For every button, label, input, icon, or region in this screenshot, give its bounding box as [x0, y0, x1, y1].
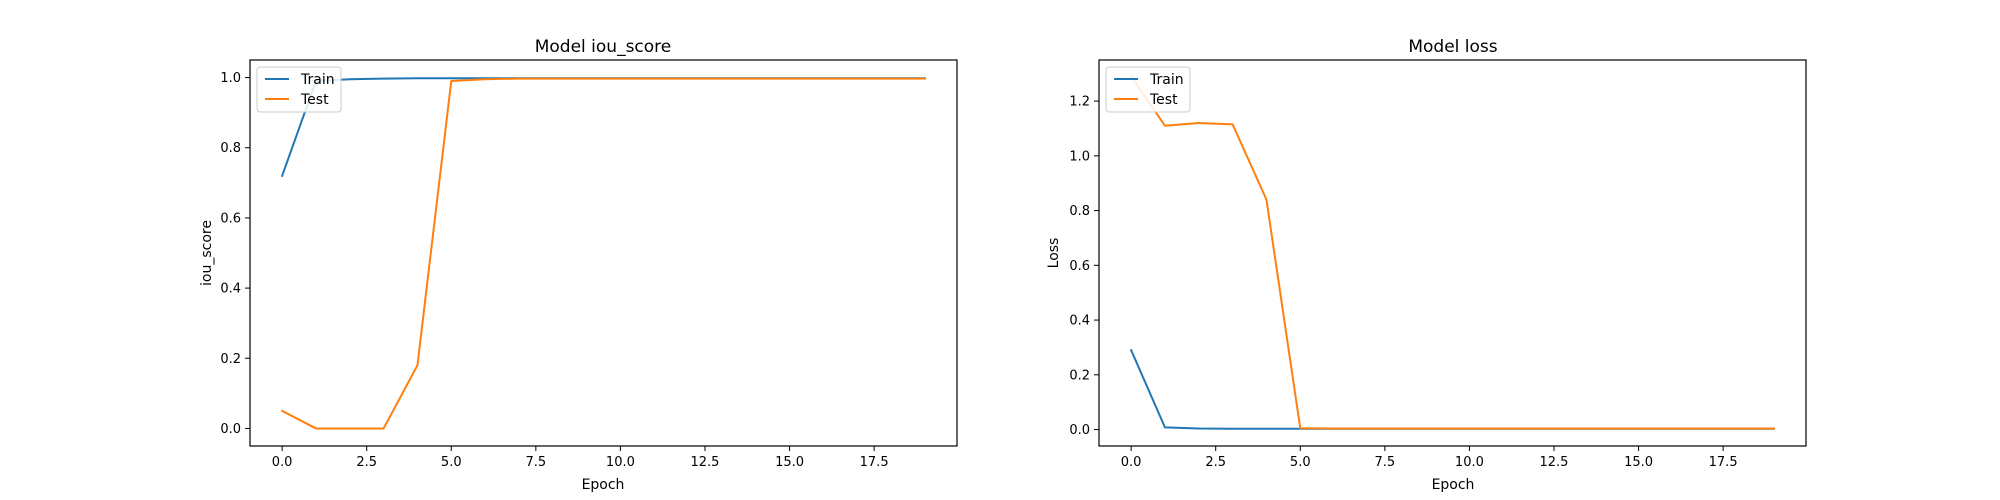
series-lines	[280, 77, 926, 430]
iou-score-chart: Model iou_score Epoch iou_score 0.0 2.5 5.…	[199, 37, 958, 493]
legend-label-train: Train	[300, 72, 335, 88]
series-line-test	[1129, 75, 1775, 430]
x-tick-label: 10.0	[606, 455, 635, 470]
x-tick-label: 15.0	[775, 455, 804, 470]
x-tick-label: 12.5	[1540, 455, 1569, 470]
legend: Train Test	[256, 66, 342, 113]
y-axis-label: Loss	[1046, 238, 1062, 269]
loss-chart: Model loss Epoch Loss 0.0 2.5 5.0 7.5 10.0 12…	[1046, 37, 1807, 493]
ticks: 0.0 2.5 5.0 7.5 10.0 12.5 15.0 17.5 0.0 0.2 0.4 0.6…	[1069, 95, 1737, 470]
y-tick-label: 1.2	[1069, 95, 1090, 110]
series-lines	[1129, 75, 1775, 430]
legend-label-test: Test	[1149, 92, 1178, 108]
legend: Train Test	[1105, 66, 1191, 113]
y-tick-label: 0.2	[1069, 368, 1090, 383]
y-tick-label: 0.2	[220, 352, 241, 367]
y-axis-label: iou_score	[199, 220, 215, 286]
x-axis-label: Epoch	[1432, 477, 1475, 493]
legend-label-test: Test	[300, 92, 329, 108]
x-tick-label: 0.0	[1121, 455, 1142, 470]
y-tick-label: 0.6	[1069, 259, 1090, 274]
x-tick-label: 5.0	[1290, 455, 1311, 470]
plot-frame	[249, 59, 958, 447]
x-tick-label: 10.0	[1455, 455, 1484, 470]
x-tick-label: 5.0	[441, 455, 462, 470]
y-tick-label: 1.0	[220, 71, 241, 86]
x-tick-label: 7.5	[1375, 455, 1396, 470]
y-tick-label: 0.6	[220, 211, 241, 226]
chart-title: Model loss	[1408, 37, 1497, 57]
y-tick-label: 0.4	[220, 282, 241, 297]
plot-frame	[1098, 59, 1807, 447]
y-tick-label: 1.0	[1069, 149, 1090, 164]
y-tick-label: 0.0	[220, 422, 241, 437]
x-axis-label: Epoch	[582, 477, 625, 493]
legend-label-train: Train	[1149, 72, 1184, 88]
x-tick-label: 2.5	[356, 455, 377, 470]
y-tick-label: 0.8	[220, 141, 241, 156]
x-tick-label: 0.0	[272, 455, 293, 470]
x-tick-label: 7.5	[526, 455, 547, 470]
x-tick-label: 12.5	[691, 455, 720, 470]
y-tick-label: 0.8	[1069, 204, 1090, 219]
x-tick-label: 17.5	[1709, 455, 1738, 470]
x-tick-label: 17.5	[860, 455, 889, 470]
series-line-test	[280, 77, 926, 430]
x-tick-label: 15.0	[1624, 455, 1653, 470]
x-tick-label: 2.5	[1205, 455, 1226, 470]
ticks: 0.0 2.5 5.0 7.5 10.0 12.5 15.0 17.5 0.0 0.2 0.4 0.6…	[220, 71, 888, 470]
y-tick-label: 0.0	[1069, 423, 1090, 438]
chart-title: Model iou_score	[535, 37, 672, 57]
y-tick-label: 0.4	[1069, 314, 1090, 329]
